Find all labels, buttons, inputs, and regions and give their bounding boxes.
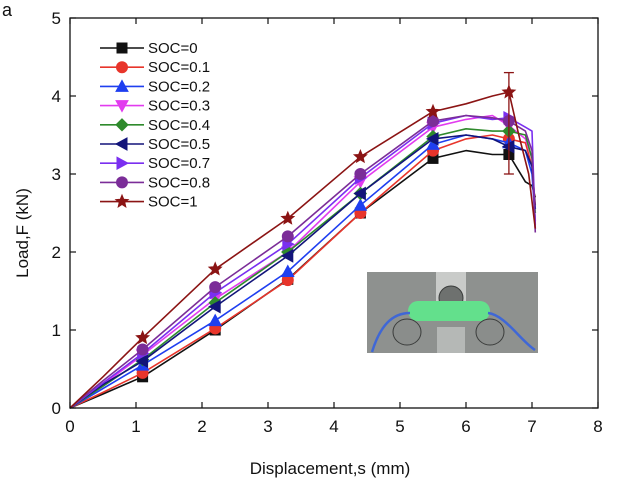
x-axis-title: Displacement,s (mm) bbox=[250, 459, 411, 478]
legend-label: SOC=1 bbox=[148, 194, 198, 211]
inset-pin-right bbox=[475, 318, 505, 346]
legend: SOC=0 SOC=0.1 SOC=0.2 SOC=0.3 SOC=0.4 SOC=0.5… bbox=[100, 40, 210, 211]
data-point-soc-0-5 bbox=[135, 354, 149, 369]
series-soc-0-2 bbox=[69, 134, 537, 409]
legend-marker bbox=[114, 137, 128, 151]
series-soc-0-5 bbox=[69, 132, 537, 409]
legend-label: SOC=0.1 bbox=[148, 59, 210, 76]
x-tick-label: 1 bbox=[131, 417, 140, 436]
legend-label: SOC=0.3 bbox=[148, 98, 210, 115]
error-bar bbox=[503, 71, 514, 175]
data-point-soc-0-2 bbox=[353, 198, 368, 211]
data-point-soc-0-8 bbox=[427, 114, 439, 127]
legend-item-soc-0: SOC=0 bbox=[100, 40, 198, 57]
data-point-soc-0-5 bbox=[425, 132, 439, 146]
series-soc-1 bbox=[69, 84, 537, 409]
legend-item-soc-0-5: SOC=0.5 bbox=[100, 136, 210, 153]
legend-marker bbox=[116, 42, 128, 54]
legend-label: SOC=0.8 bbox=[148, 174, 210, 191]
y-tick-label: 5 bbox=[52, 9, 61, 28]
data-point-soc-1 bbox=[280, 210, 296, 225]
x-tick-label: 0 bbox=[65, 417, 74, 436]
legend-marker bbox=[115, 100, 129, 113]
legend-marker bbox=[115, 118, 129, 132]
data-point-soc-0-5 bbox=[353, 186, 366, 201]
data-point-soc-1 bbox=[207, 261, 223, 276]
data-point-soc-0-2 bbox=[208, 313, 223, 327]
legend-label: SOC=0 bbox=[148, 40, 198, 57]
y-tick-label: 3 bbox=[52, 165, 61, 184]
inset-photo bbox=[367, 272, 538, 353]
plot-layer bbox=[69, 71, 537, 409]
x-tick-label: 3 bbox=[263, 417, 272, 436]
inset-specimen-band bbox=[408, 301, 490, 321]
legend-marker bbox=[114, 193, 130, 208]
x-tick-label: 8 bbox=[593, 417, 602, 436]
panel-label: a bbox=[2, 0, 13, 20]
data-point-soc-0-5 bbox=[208, 299, 221, 314]
x-tick-label: 7 bbox=[527, 417, 536, 436]
data-point-soc-1 bbox=[425, 103, 441, 118]
legend-label: SOC=0.4 bbox=[148, 117, 210, 134]
x-tick-label: 2 bbox=[197, 417, 206, 436]
x-tick-label: 6 bbox=[461, 417, 470, 436]
y-tick-label: 0 bbox=[52, 399, 61, 418]
data-point-soc-0-8 bbox=[354, 168, 367, 180]
legend-item-soc-0-8: SOC=0.8 bbox=[100, 174, 210, 191]
legend-item-soc-0-4: SOC=0.4 bbox=[100, 117, 210, 134]
y-axis-title: Load,F (kN) bbox=[13, 188, 32, 278]
legend-label: SOC=0.2 bbox=[148, 78, 210, 95]
data-point-soc-0-8 bbox=[281, 230, 294, 243]
legend-item-soc-0-3: SOC=0.3 bbox=[100, 98, 210, 115]
legend-label: SOC=0.5 bbox=[148, 136, 210, 153]
data-point-soc-0-2 bbox=[280, 264, 295, 277]
legend-marker bbox=[115, 79, 129, 92]
legend-label: SOC=0.7 bbox=[148, 155, 210, 172]
legend-marker bbox=[116, 156, 130, 171]
legend-item-soc-1: SOC=1 bbox=[100, 194, 198, 211]
axes-layer: 0 1 2 3 4 5 6 7 8 0 1 2 3 4 5 Displacement,s (mm) Load,F… bbox=[13, 9, 603, 478]
data-point-soc-0-5 bbox=[280, 249, 294, 263]
series-soc-0-8 bbox=[69, 114, 537, 409]
y-tick-label: 1 bbox=[52, 321, 61, 340]
legend-marker bbox=[116, 176, 128, 189]
y-tick-label: 4 bbox=[52, 87, 61, 106]
x-tick-label: 4 bbox=[329, 417, 338, 436]
data-point-soc-0-8 bbox=[209, 281, 222, 294]
inset-clamp-bottom bbox=[437, 327, 465, 353]
x-tick-label: 5 bbox=[395, 417, 404, 436]
inset-cable-right bbox=[487, 311, 536, 352]
data-point-soc-0-8 bbox=[136, 343, 149, 356]
y-tick-label: 2 bbox=[52, 243, 61, 262]
legend-item-soc-0-7: SOC=0.7 bbox=[100, 155, 210, 172]
legend-item-soc-0-2: SOC=0.2 bbox=[100, 78, 210, 95]
legend-item-soc-0-1: SOC=0.1 bbox=[100, 59, 210, 76]
data-point-soc-1 bbox=[135, 329, 151, 345]
data-point-soc-1 bbox=[352, 148, 368, 164]
inset-cable-left bbox=[370, 311, 411, 353]
legend-marker bbox=[116, 61, 128, 74]
inset-pin-left bbox=[392, 318, 422, 346]
